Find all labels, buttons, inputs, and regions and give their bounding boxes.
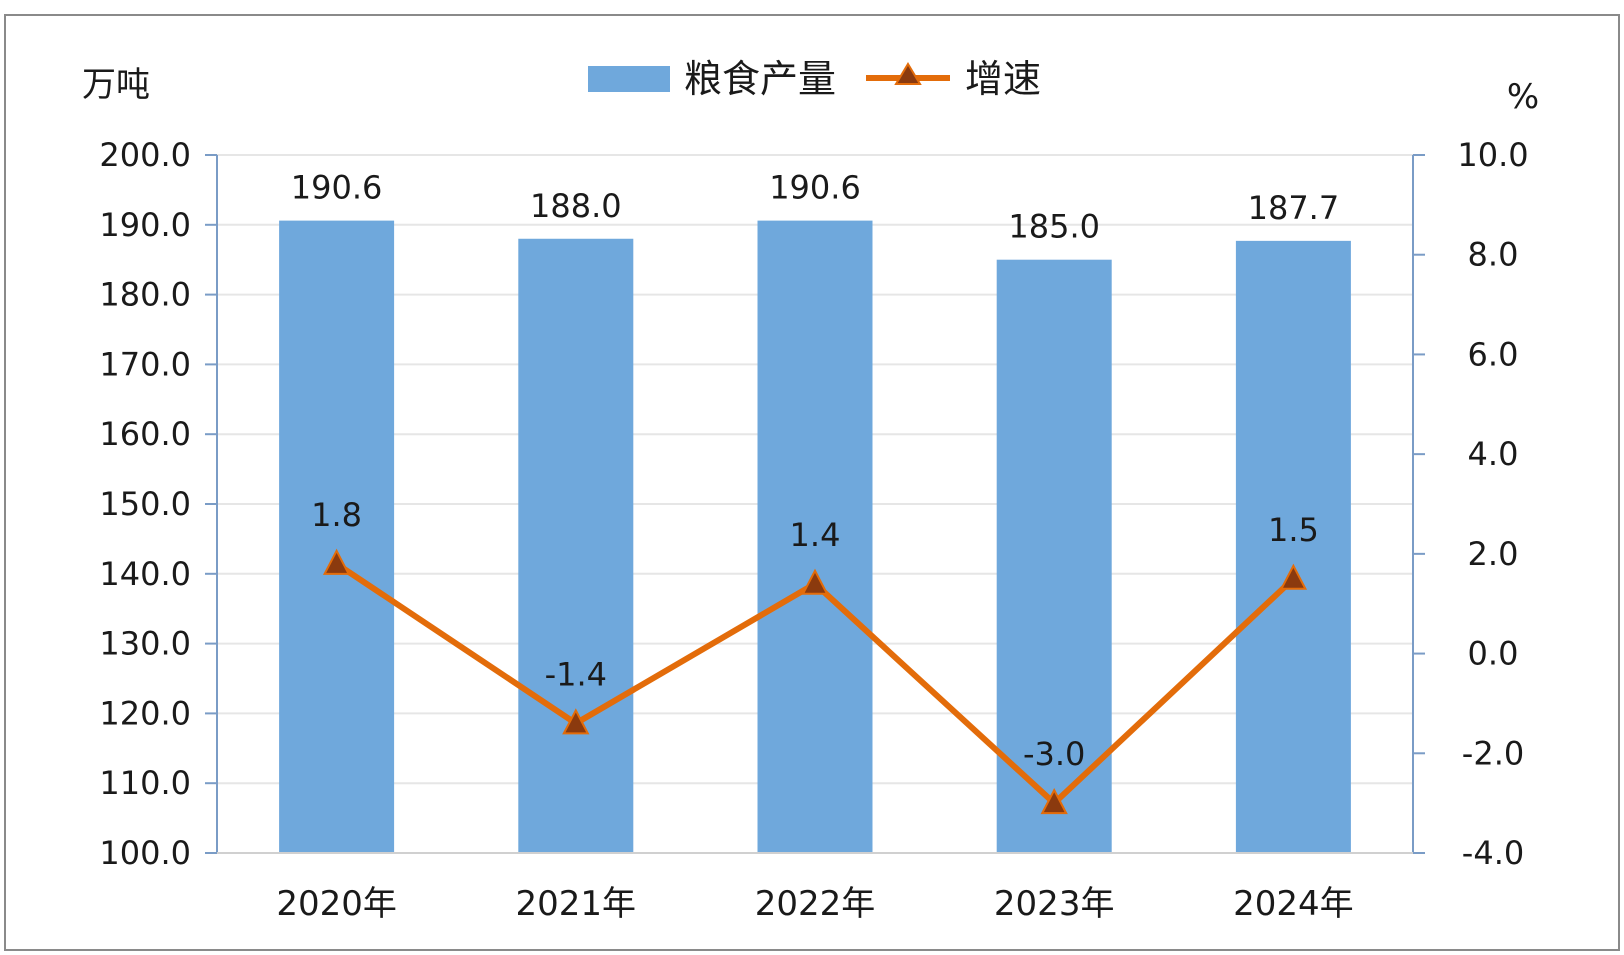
legend-triangle-icon [894,62,922,85]
line-series [322,548,1308,815]
triangle-marker [801,568,829,595]
category-label: 2020年 [276,884,397,924]
data-labels: 190.6 188.0 190.6 185.0 187.7 1.8 -1.4 1.4 -3.0 1… [291,169,1339,774]
bar-value-label: 190.6 [291,169,383,207]
triangle-marker [1279,563,1308,590]
legend-line-label: 增速 [965,57,1041,101]
bar-value-label: 190.6 [769,169,861,207]
triangle-marker [322,548,351,575]
left-tick-label: 150.0 [99,485,191,523]
left-tick-label: 200.0 [99,136,191,174]
left-tick-label: 120.0 [99,694,191,732]
right-tick-label: -4.0 [1462,834,1524,872]
right-tick-label: 0.0 [1468,635,1519,673]
right-tick-label: 10.0 [1457,136,1528,174]
triangle-marker [1040,787,1068,815]
line-value-label: 1.4 [790,516,841,554]
right-axis-unit: % [1507,77,1539,117]
left-tick-label: 170.0 [99,345,191,383]
right-tick-label: 2.0 [1468,535,1519,573]
left-tick-label: 110.0 [99,764,191,802]
left-tick-label: 130.0 [99,625,191,663]
right-tick-label: 8.0 [1468,236,1519,274]
legend: 粮食产量 增速 [588,57,1041,101]
right-tick-label: 6.0 [1468,335,1519,373]
line-value-label: 1.5 [1268,511,1319,549]
triangle-marker [562,708,590,735]
axes [205,154,1425,854]
left-tick-label: 160.0 [99,415,191,453]
category-label: 2021年 [516,884,637,924]
bar [279,220,395,853]
left-axis-unit: 万吨 [82,65,150,105]
legend-bar-swatch [588,66,670,92]
bar [757,220,873,853]
category-label: 2023年 [994,884,1115,924]
bar-value-label: 185.0 [1008,208,1100,246]
bar-value-label: 188.0 [530,187,622,225]
left-tick-label: 190.0 [99,206,191,244]
right-tick-label: 4.0 [1468,435,1519,473]
bar [1235,240,1351,853]
tick-labels: 100.0 110.0 120.0 130.0 140.0 150.0 160.0 170.0… [99,136,1528,924]
category-label: 2024年 [1233,884,1354,924]
category-label: 2022年 [755,884,876,924]
line-value-label: -3.0 [1023,735,1085,773]
bar [518,238,634,853]
legend-bar-label: 粮食产量 [684,57,836,101]
bar [996,259,1112,853]
bar-series [279,220,1351,853]
line-value-label: 1.8 [311,496,362,534]
left-tick-label: 100.0 [99,834,191,872]
left-tick-label: 140.0 [99,555,191,593]
right-tick-label: -2.0 [1462,734,1524,772]
bar-value-label: 187.7 [1248,189,1340,227]
line-value-label: -1.4 [545,655,607,693]
left-tick-label: 180.0 [99,276,191,314]
